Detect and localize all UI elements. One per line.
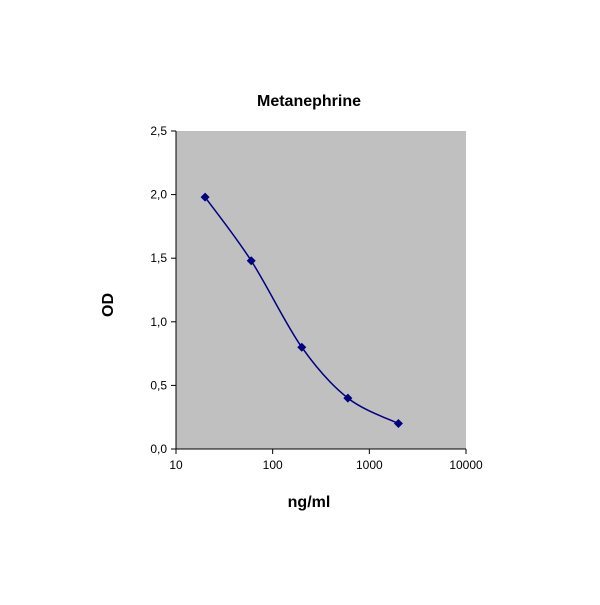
data-point-marker — [200, 192, 210, 202]
data-point-marker — [246, 256, 256, 266]
x-tick-label: 1000 — [356, 458, 383, 472]
series-points — [200, 192, 403, 429]
y-tick-label: 2,5 — [150, 124, 167, 138]
y-tick-label: 0,5 — [150, 378, 167, 392]
series-line-metanephrine — [204, 196, 399, 425]
y-tick-label: 1,5 — [150, 251, 167, 265]
data-point-marker — [343, 393, 353, 403]
data-point-marker — [393, 419, 403, 429]
y-axis-label: OD — [100, 293, 117, 317]
x-axis-ticks: 10 100 1000 10000 — [169, 449, 483, 472]
x-axis-label: ng/ml — [288, 494, 331, 511]
plot-area — [176, 131, 466, 449]
y-axis-ticks: 0,0 0,5 1,0 1,5 2,0 2,5 — [150, 124, 176, 456]
y-tick-label: 1,0 — [150, 315, 167, 329]
y-tick-label: 0,0 — [150, 442, 167, 456]
y-tick-label: 2,0 — [150, 188, 167, 202]
chart-title: Metanephrine — [257, 93, 361, 110]
x-tick-label: 10000 — [449, 458, 483, 472]
x-tick-label: 100 — [263, 458, 283, 472]
x-tick-label: 10 — [169, 458, 183, 472]
data-point-marker — [297, 342, 307, 352]
